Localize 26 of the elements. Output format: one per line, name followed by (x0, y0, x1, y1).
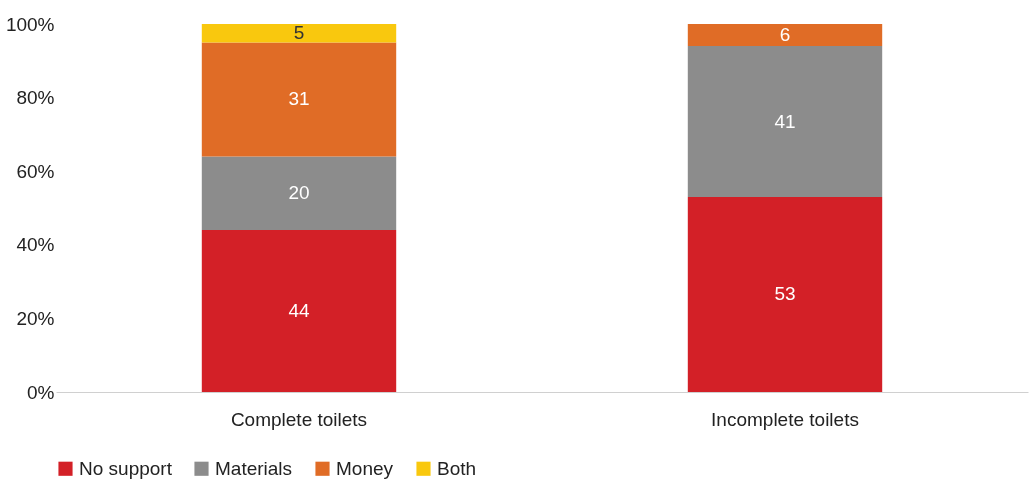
bar (201, 42, 397, 157)
x-tick-label: Complete toilets (230, 408, 368, 430)
bar (201, 230, 397, 392)
data-label: 20 (288, 182, 310, 204)
y-tick-label: 60% (16, 160, 55, 182)
data-label: 53 (774, 283, 796, 305)
bar (687, 46, 883, 197)
legend-label: Materials (215, 457, 293, 479)
data-label: 31 (288, 88, 310, 110)
x-tick-label: Incomplete toilets (711, 408, 859, 430)
y-tick-label: 0% (27, 381, 55, 403)
bar (687, 196, 883, 392)
y-tick-label: 100% (5, 13, 55, 35)
legend-label: Both (437, 457, 477, 479)
bar (201, 156, 397, 231)
y-tick-label: 20% (16, 307, 55, 329)
y-tick-label: 80% (16, 87, 55, 109)
bar (201, 24, 397, 43)
data-label: 6 (779, 24, 791, 46)
legend-label: No support (79, 457, 173, 479)
bar (687, 24, 883, 47)
data-label: 5 (293, 22, 305, 44)
y-tick-label: 40% (16, 234, 55, 256)
legend-label: Money (336, 457, 394, 479)
data-label: 44 (288, 300, 310, 322)
data-label: 41 (774, 110, 796, 132)
